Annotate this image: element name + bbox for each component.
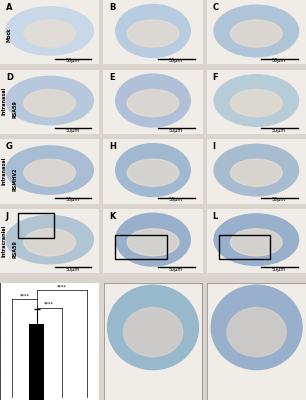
Text: Mock: Mock — [6, 28, 11, 42]
Ellipse shape — [214, 144, 299, 196]
Ellipse shape — [127, 20, 179, 47]
Ellipse shape — [127, 229, 179, 256]
Text: 50μm: 50μm — [272, 128, 286, 133]
Bar — [115, 234, 167, 259]
Ellipse shape — [116, 74, 190, 127]
Text: Intranasal: Intranasal — [2, 87, 6, 115]
Text: J: J — [6, 212, 9, 221]
Ellipse shape — [211, 285, 302, 370]
Bar — [29, 324, 44, 400]
Text: 50μm: 50μm — [169, 197, 183, 202]
Text: Intracranial: Intracranial — [2, 225, 6, 257]
Bar — [218, 234, 270, 259]
Ellipse shape — [214, 75, 299, 126]
Ellipse shape — [230, 229, 282, 256]
Ellipse shape — [116, 144, 190, 196]
Ellipse shape — [24, 229, 76, 256]
Text: G: G — [6, 142, 13, 151]
Text: 50μm: 50μm — [65, 58, 80, 63]
Text: D: D — [6, 73, 13, 82]
Ellipse shape — [6, 76, 93, 125]
Text: ****: **** — [44, 302, 54, 307]
Ellipse shape — [116, 213, 190, 266]
Text: 50μm: 50μm — [169, 128, 183, 133]
Ellipse shape — [24, 159, 76, 186]
Ellipse shape — [214, 214, 299, 266]
Text: 50μm: 50μm — [272, 197, 286, 202]
Text: 50μm: 50μm — [65, 128, 80, 133]
Ellipse shape — [230, 90, 282, 117]
Text: 50μm: 50μm — [272, 267, 286, 272]
Text: 50μm: 50μm — [65, 197, 80, 202]
Ellipse shape — [6, 7, 93, 55]
Ellipse shape — [24, 20, 76, 47]
Text: 50μm: 50μm — [272, 58, 286, 63]
Text: ****: **** — [19, 294, 29, 298]
Bar — [18, 213, 54, 238]
Text: A: A — [6, 3, 13, 12]
Text: H: H — [109, 142, 116, 151]
Ellipse shape — [6, 216, 93, 264]
Text: E: E — [109, 73, 115, 82]
Text: 50μm: 50μm — [169, 58, 183, 63]
Text: L: L — [213, 212, 218, 221]
Ellipse shape — [227, 308, 286, 357]
Text: F: F — [213, 73, 218, 82]
Ellipse shape — [6, 146, 93, 194]
Ellipse shape — [127, 90, 179, 117]
Ellipse shape — [123, 308, 183, 357]
Text: ****: **** — [57, 284, 67, 289]
Ellipse shape — [214, 5, 299, 57]
Text: RSA59: RSA59 — [12, 240, 17, 258]
Text: C: C — [213, 3, 219, 12]
Ellipse shape — [108, 285, 198, 370]
Ellipse shape — [230, 159, 282, 186]
Text: K: K — [109, 212, 116, 221]
Ellipse shape — [24, 90, 76, 117]
Text: I: I — [213, 142, 216, 151]
Text: 50μm: 50μm — [65, 267, 80, 272]
Ellipse shape — [116, 4, 190, 57]
Text: 50μm: 50μm — [169, 267, 183, 272]
Text: RSA59: RSA59 — [12, 100, 17, 118]
Text: RSMHV2: RSMHV2 — [12, 167, 17, 191]
Ellipse shape — [127, 159, 179, 186]
Text: B: B — [109, 3, 116, 12]
Ellipse shape — [230, 20, 282, 47]
Text: Intranasal: Intranasal — [2, 157, 6, 185]
